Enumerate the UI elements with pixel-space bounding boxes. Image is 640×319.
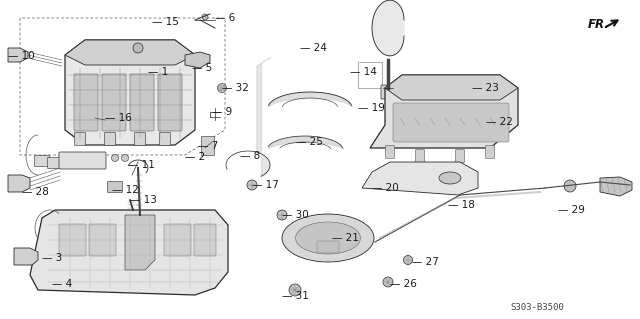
- Circle shape: [218, 84, 227, 93]
- Polygon shape: [65, 40, 195, 145]
- Polygon shape: [455, 85, 476, 96]
- Text: — 26: — 26: [390, 279, 417, 289]
- FancyBboxPatch shape: [415, 150, 424, 162]
- FancyBboxPatch shape: [164, 224, 191, 256]
- FancyBboxPatch shape: [35, 155, 49, 167]
- Text: — 20: — 20: [372, 183, 399, 193]
- FancyBboxPatch shape: [102, 74, 126, 131]
- Polygon shape: [385, 75, 518, 100]
- FancyBboxPatch shape: [194, 224, 216, 256]
- Text: FR.: FR.: [588, 19, 610, 32]
- FancyBboxPatch shape: [202, 137, 214, 155]
- Polygon shape: [8, 48, 28, 62]
- FancyBboxPatch shape: [89, 224, 116, 256]
- FancyBboxPatch shape: [159, 132, 170, 145]
- Text: — 19: — 19: [358, 103, 385, 113]
- Circle shape: [133, 43, 143, 53]
- FancyBboxPatch shape: [74, 74, 98, 131]
- Text: — 4: — 4: [52, 279, 72, 289]
- Circle shape: [564, 180, 576, 192]
- Polygon shape: [372, 0, 404, 56]
- Text: — 13: — 13: [130, 195, 157, 205]
- Circle shape: [383, 277, 393, 287]
- Ellipse shape: [439, 172, 461, 184]
- Text: — 6: — 6: [215, 13, 236, 23]
- FancyBboxPatch shape: [456, 150, 465, 162]
- Text: — 27: — 27: [412, 257, 439, 267]
- Text: — 22: — 22: [486, 117, 513, 127]
- Text: — 7: — 7: [198, 141, 218, 151]
- Polygon shape: [370, 75, 518, 148]
- FancyBboxPatch shape: [317, 241, 339, 253]
- FancyBboxPatch shape: [134, 132, 145, 145]
- Ellipse shape: [296, 222, 360, 254]
- Circle shape: [122, 154, 129, 161]
- Text: — 30: — 30: [282, 210, 308, 220]
- Circle shape: [403, 256, 413, 264]
- Text: — 10: — 10: [8, 51, 35, 61]
- Text: — 9: — 9: [212, 107, 232, 117]
- FancyBboxPatch shape: [108, 182, 122, 192]
- Polygon shape: [8, 175, 30, 192]
- Text: — 29: — 29: [558, 205, 585, 215]
- FancyBboxPatch shape: [385, 145, 394, 159]
- Polygon shape: [600, 177, 632, 196]
- Text: — 31: — 31: [282, 291, 309, 301]
- Text: — 12: — 12: [112, 185, 139, 195]
- Text: — 1: — 1: [148, 67, 168, 77]
- Text: — 21: — 21: [332, 233, 359, 243]
- FancyBboxPatch shape: [393, 103, 509, 142]
- Circle shape: [247, 180, 257, 190]
- Text: — 14: — 14: [350, 67, 377, 77]
- Polygon shape: [65, 40, 195, 65]
- FancyBboxPatch shape: [486, 145, 495, 159]
- FancyBboxPatch shape: [381, 85, 397, 99]
- Text: — 18: — 18: [448, 200, 475, 210]
- Text: — 28: — 28: [22, 187, 49, 197]
- Polygon shape: [125, 215, 155, 270]
- Text: S303-B3500: S303-B3500: [510, 303, 564, 313]
- Text: — 23: — 23: [472, 83, 499, 93]
- Text: — 17: — 17: [252, 180, 279, 190]
- Circle shape: [111, 154, 118, 161]
- FancyBboxPatch shape: [59, 152, 106, 169]
- Text: — 15: — 15: [152, 17, 179, 27]
- Text: — 25: — 25: [296, 137, 323, 147]
- Text: — 24: — 24: [300, 43, 327, 53]
- Polygon shape: [30, 210, 228, 295]
- Text: — 2: — 2: [185, 152, 205, 162]
- FancyBboxPatch shape: [158, 74, 182, 131]
- Text: — 11: — 11: [128, 160, 155, 170]
- Ellipse shape: [282, 214, 374, 262]
- FancyBboxPatch shape: [59, 224, 86, 256]
- Circle shape: [202, 14, 208, 20]
- FancyBboxPatch shape: [130, 74, 154, 131]
- Polygon shape: [185, 52, 210, 68]
- Text: — 16: — 16: [105, 113, 132, 123]
- Text: — 32: — 32: [222, 83, 249, 93]
- Circle shape: [289, 284, 301, 296]
- Circle shape: [277, 210, 287, 220]
- Text: — 5: — 5: [192, 63, 212, 73]
- Text: — 8: — 8: [240, 151, 260, 161]
- Polygon shape: [14, 248, 38, 265]
- FancyBboxPatch shape: [74, 132, 86, 145]
- FancyBboxPatch shape: [104, 132, 115, 145]
- FancyBboxPatch shape: [47, 158, 63, 168]
- Text: — 3: — 3: [42, 253, 62, 263]
- Polygon shape: [362, 162, 478, 195]
